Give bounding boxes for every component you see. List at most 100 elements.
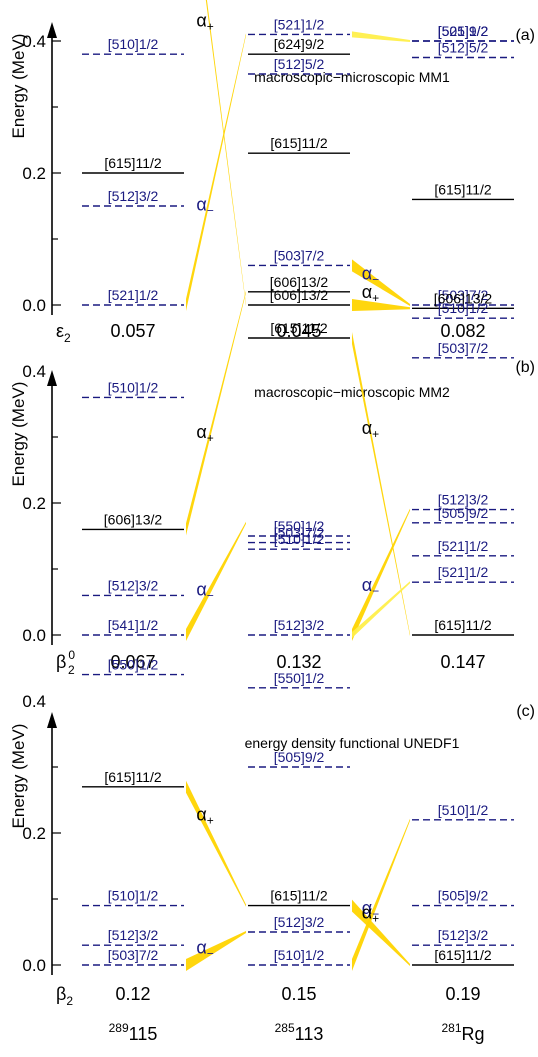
alpha-decay-wedge [352,259,410,306]
level-label: [606]13/2 [104,511,163,527]
level-label: [503]7/2 [274,247,325,263]
method-label: macroscopic−microscopic MM2 [254,384,450,400]
level-label: [512]3/2 [438,927,489,943]
alpha-decay-wedge [352,332,410,636]
level-label: [512]3/2 [108,188,159,204]
level-label: [512]3/2 [274,617,325,633]
alpha-label: α+ [362,418,379,441]
alpha-decay-wedge [352,31,410,42]
deformation-value: 0.12 [115,984,150,1004]
alpha-decay-wedge [352,508,410,641]
alpha-decay-wedge [352,581,410,638]
level-label: [541]1/2 [108,617,159,633]
level-label: [505]9/2 [438,23,489,39]
level-label: [615]11/2 [270,888,328,904]
nucleus-label: 289115 [109,1021,158,1044]
level-label: [512]3/2 [274,914,325,930]
alpha-label: α+ [196,804,213,827]
level-label: [510]1/2 [274,947,325,963]
nucleus-label: 281Rg [441,1021,484,1044]
level-label: [521]1/2 [438,23,489,39]
deformation-value: 0.045 [276,321,321,341]
alpha-decay-wedge [186,521,246,641]
level-label: [615]11/2 [434,947,492,963]
y-axis-arrow [47,370,57,386]
panel-label: (c) [516,703,535,720]
level-label: [510]1/2 [438,300,489,316]
y-axis-arrow [47,712,57,728]
level-label: [503]7/2 [438,287,489,303]
level-label: [512]3/2 [108,577,159,593]
y-tick-label: 0.2 [22,494,46,513]
method-label: energy density functional UNEDF1 [245,735,460,751]
deformation-value: 0.057 [110,321,155,341]
level-label: [550]1/2 [108,657,159,673]
deformation-value: 0.067 [110,652,155,672]
alpha-decay-wedge [352,818,410,971]
deformation-symbol: ε2 [56,321,71,345]
alpha-label: α− [196,580,213,603]
alpha-label: α− [196,194,213,217]
level-label: [505]9/2 [438,888,489,904]
deformation-value: 0.132 [276,652,321,672]
level-label: [503]7/2 [108,947,159,963]
alpha-decay-wedge [352,899,410,966]
level-label: [503]7/2 [274,525,325,541]
y-tick-label: 0.0 [22,956,46,975]
alpha-label: α+ [196,11,213,34]
method-label: macroscopic−microscopic MM1 [254,69,450,85]
level-label: [510]1/2 [108,379,159,395]
alpha-decay-wedge [352,299,410,311]
level-label: [550]1/2 [274,670,325,686]
level-label: [521]1/2 [438,564,489,580]
level-label: [510]1/2 [274,531,325,547]
level-label: [615]11/2 [270,135,328,151]
alpha-label: α− [196,937,213,960]
y-tick-label: 0.0 [22,296,46,315]
alpha-decay-wedge [186,780,246,907]
alpha-decay-wedge [205,0,246,306]
panel-label: (b) [515,359,535,376]
y-tick-label: 0.4 [22,362,46,381]
level-label: [510]1/2 [108,888,159,904]
level-label: [615]11/2 [104,769,162,785]
level-label: [615]11/2 [270,320,328,336]
y-axis-arrow [47,22,57,38]
level-label: [512]5/2 [274,56,325,72]
panel-c: 0.0 0.2 0.4 Energy (MeV) (c) energy density f… [9,538,535,1008]
level-label: [521]1/2 [108,287,159,303]
deformation-value: 0.147 [440,652,485,672]
level-label: [510]1/2 [108,36,159,52]
y-tick-label: 0.4 [22,32,46,51]
panel-label: (a) [515,27,535,44]
level-label: [624]9/2 [274,36,325,52]
deformation-symbol: β2 [56,984,73,1008]
y-tick-label: 0.2 [22,824,46,843]
deformation-value: 0.082 [440,321,485,341]
deformation-value: 0.19 [445,984,480,1004]
level-label: [606]13/2 [434,290,493,306]
y-tick-label: 0.0 [22,626,46,645]
level-label: [512]3/2 [108,927,159,943]
alpha-decay-wedge [186,290,246,536]
level-label: [503]7/2 [438,340,489,356]
alpha-decay-wedge [186,931,246,971]
level-label: [512]5/2 [438,40,489,56]
level-label: [615]11/2 [434,617,492,633]
level-label: [510]1/2 [438,802,489,818]
y-axis-label: Energy (MeV) [9,724,28,829]
level-label: [521]1/2 [274,16,325,32]
level-label: [505]9/2 [274,749,325,765]
nucleus-label: 285113 [275,1021,324,1044]
deformation-value: 0.15 [281,984,316,1004]
level-label: [615]11/2 [104,155,162,171]
y-tick-label: 0.4 [22,692,46,711]
level-label: [521]1/2 [438,538,489,554]
level-label: [512]3/2 [438,492,489,508]
y-tick-label: 0.2 [22,164,46,183]
level-label: [606]13/2 [270,274,329,290]
level-label: [606]13/2 [270,287,329,303]
level-label: [615]11/2 [434,181,492,197]
